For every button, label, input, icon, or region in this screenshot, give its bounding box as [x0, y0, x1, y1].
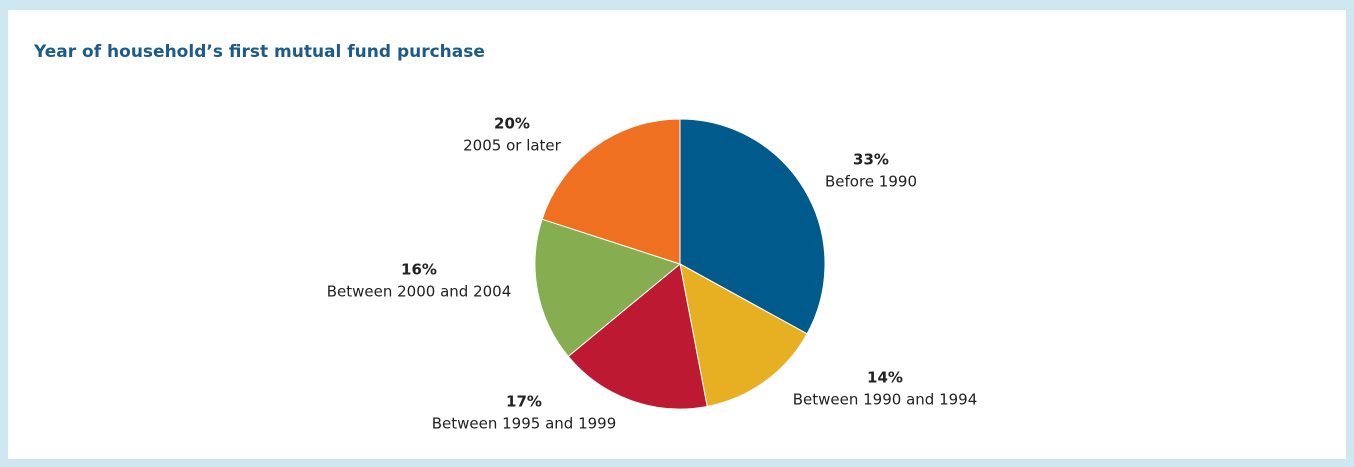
slice-category-label: Between 1995 and 1999 — [432, 415, 617, 433]
slice-category-label: Before 1990 — [825, 173, 917, 191]
slice-value-label: 33% — [853, 151, 889, 169]
slice-value-label: 16% — [401, 261, 437, 279]
slice-value-label: 14% — [867, 369, 903, 387]
slice-value-label: 20% — [494, 115, 530, 133]
pie-slice — [541, 118, 681, 265]
pie-slice — [679, 263, 808, 408]
pie-slice — [567, 263, 708, 410]
slice-category-label: Between 2000 and 2004 — [327, 283, 512, 301]
pie-slice — [534, 218, 682, 358]
slice-category-label: Between 1990 and 1994 — [793, 391, 978, 409]
slice-value-label: 17% — [506, 393, 542, 411]
chart-title: Year of household’s first mutual fund pu… — [33, 42, 485, 62]
pie-slice — [679, 118, 826, 335]
slice-category-label: 2005 or later — [463, 137, 562, 155]
